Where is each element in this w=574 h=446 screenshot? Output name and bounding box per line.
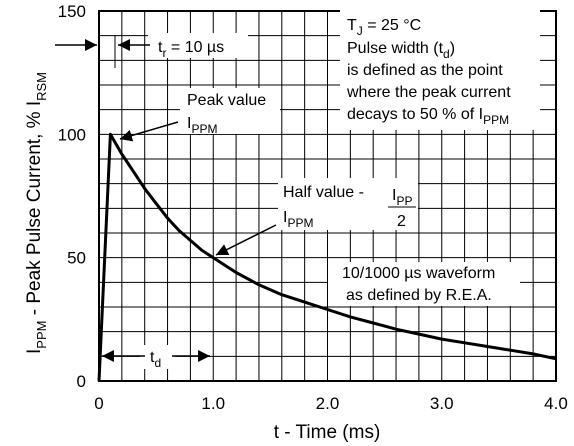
definition-line-1: is defined as the point	[347, 62, 503, 79]
rise-time-text: tr = 10 µs	[158, 39, 224, 60]
half-value-annotation: Half value - IPPM IPP 2	[215, 178, 418, 256]
plot-frame-border	[98, 10, 557, 382]
y-tick-label: 100	[58, 125, 86, 144]
tj-text: TJ = 25 °C	[347, 17, 421, 38]
waveform-line-1: 10/1000 µs waveform	[342, 265, 495, 282]
x-tick-label: 0	[94, 394, 103, 413]
definition-line-2: where the peak current	[346, 84, 511, 101]
peak-value-line-1: Peak value	[187, 92, 266, 109]
half-value-arrow	[215, 224, 277, 256]
waveform-line-2: as defined by R.E.A.	[346, 287, 492, 304]
definition-annotation: TJ = 25 °C Pulse width (td) is defined a…	[340, 10, 540, 130]
x-tick-label: 3.0	[430, 394, 454, 413]
waveform-annotation: 10/1000 µs waveform as defined by R.E.A.	[328, 262, 520, 306]
peak-value-arrow	[119, 121, 179, 142]
series-layer	[97, 132, 557, 382]
tick-labels: 0 1.0 2.0 3.0 4.0 0 50 100 150	[58, 2, 568, 413]
fraction-numerator: IPP	[392, 187, 412, 208]
fraction-denominator: 2	[397, 213, 406, 230]
y-axis-label: IPPM - Peak Pulse Current, % IRSM	[24, 72, 49, 354]
y-tick-label: 0	[77, 372, 86, 391]
x-tick-label: 1.0	[201, 394, 225, 413]
peak-value-line-2: IPPM	[187, 115, 217, 136]
x-tick-label: 2.0	[316, 394, 340, 413]
x-axis-label: t - Time (ms)	[274, 422, 381, 443]
y-tick-label: 150	[58, 2, 86, 21]
definition-line-3: decays to 50 % of IPPM	[347, 106, 509, 127]
rise-time-annotation: tr = 10 µs	[55, 33, 248, 68]
peak-value-annotation: Peak value IPPM	[119, 88, 280, 142]
pulse-width-text: Pulse width (td)	[347, 40, 455, 61]
half-value-line-1: Half value -	[283, 184, 364, 201]
x-tick-label: 4.0	[544, 394, 568, 413]
half-value-line-2: IPPM	[283, 209, 313, 230]
plot-frame	[98, 10, 557, 382]
decay-time-text: td	[150, 349, 161, 370]
decay-time-annotation: td	[102, 345, 210, 370]
waveform-line	[97, 132, 557, 382]
y-tick-label: 50	[67, 249, 86, 268]
